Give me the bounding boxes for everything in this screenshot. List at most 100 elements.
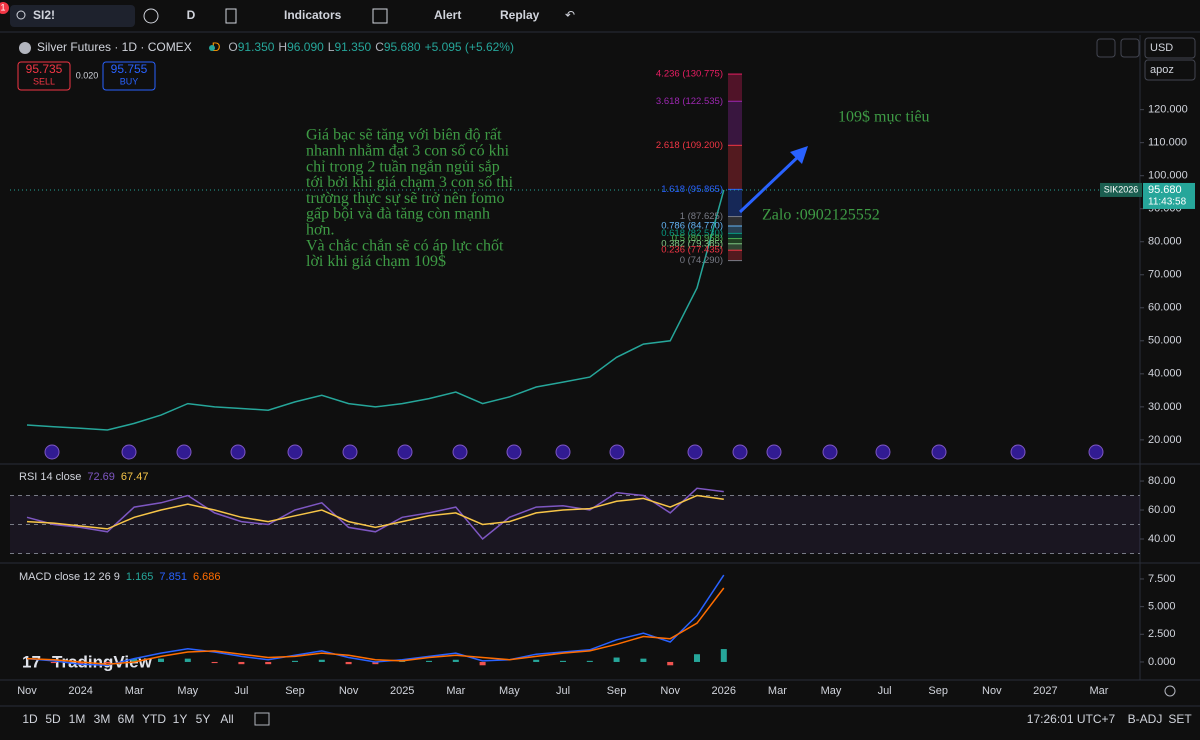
- compare-button[interactable]: [143, 8, 159, 24]
- range-button[interactable]: 1M: [69, 712, 86, 726]
- buy-button[interactable]: [102, 61, 156, 91]
- interval[interactable]: D: [187, 8, 196, 22]
- sell-label: SELL: [33, 76, 55, 86]
- event-icon: [931, 444, 947, 460]
- ohlc-key: H: [278, 40, 287, 54]
- series-line: [26, 487, 724, 541]
- currency: USD: [1150, 42, 1173, 54]
- x-tick-label: 2025: [390, 685, 414, 697]
- market-status: D: [212, 40, 221, 54]
- range-button[interactable]: YTD: [142, 712, 166, 726]
- ohlc-key: L: [328, 40, 335, 54]
- series-line: [26, 189, 725, 431]
- date-range-button[interactable]: [254, 712, 270, 726]
- note-line: Và chắc chắn sẽ có áp lực chốt: [306, 237, 504, 254]
- unit-select[interactable]: [1144, 59, 1196, 81]
- ohlc-value: 91.350: [238, 40, 275, 54]
- x-tick-label: Sep: [285, 685, 305, 697]
- event-icon: [176, 444, 192, 460]
- price-label: 95.680: [1148, 184, 1182, 196]
- legend-value: 1.165: [126, 571, 154, 583]
- buy-price: 95.755: [111, 62, 148, 76]
- y-tick-label: 60.000: [1148, 302, 1182, 314]
- histogram-bar: [720, 649, 727, 662]
- y-tick-label: 70.000: [1148, 269, 1182, 281]
- event-icon: [44, 444, 60, 460]
- arrow-head: [790, 146, 808, 164]
- event-icon: [609, 444, 625, 460]
- currency-select[interactable]: [1144, 37, 1196, 59]
- x-tick-label: 2024: [68, 685, 92, 697]
- fib-zone: [728, 243, 742, 251]
- sell-button[interactable]: [17, 61, 71, 91]
- symbol-search[interactable]: [10, 5, 135, 27]
- indicator-legend: RSI 14 close 72.69 67.47: [19, 471, 148, 483]
- symbol-label: SIK2026: [1104, 184, 1139, 194]
- session-toggle[interactable]: SET: [1168, 712, 1192, 726]
- histogram-bar: [667, 661, 674, 666]
- range-button[interactable]: 5Y: [196, 712, 211, 726]
- y-tick-label: 7.500: [1148, 573, 1176, 585]
- badge: [0, 2, 9, 14]
- y-tick-label: 80.000: [1148, 236, 1182, 248]
- fib-label: 0.236 (77.435): [661, 245, 723, 256]
- histogram-bar: [560, 660, 566, 662]
- histogram-bar: [131, 658, 138, 662]
- price-tag: [1143, 182, 1195, 209]
- alert-button[interactable]: Alert: [434, 8, 461, 22]
- arrow: [738, 153, 802, 214]
- histogram-bar: [533, 659, 540, 662]
- event-icon: [397, 444, 413, 460]
- x-tick-label: 2026: [712, 685, 736, 697]
- x-tick-label: Sep: [928, 685, 948, 697]
- x-tick-label: May: [499, 685, 520, 697]
- y-tick-label: 100.000: [1148, 170, 1188, 182]
- range-button[interactable]: 5D: [45, 712, 61, 726]
- replay-button[interactable]: Replay: [500, 8, 540, 22]
- range-button[interactable]: 1D: [22, 712, 38, 726]
- histogram-bar: [426, 660, 432, 662]
- fib-zone: [728, 101, 742, 146]
- refresh-button[interactable]: [1120, 38, 1140, 58]
- histogram-bar: [613, 657, 620, 662]
- x-tick-label: Nov: [17, 685, 37, 697]
- fib-label: 4.236 (130.775): [656, 69, 723, 80]
- settings-button[interactable]: [1164, 685, 1176, 697]
- symbol[interactable]: SI2!: [33, 8, 55, 22]
- histogram-bar: [292, 660, 298, 662]
- adjust-toggle[interactable]: B-ADJ: [1128, 712, 1163, 726]
- search-icon: [16, 10, 26, 20]
- range-button[interactable]: 3M: [94, 712, 111, 726]
- undo-button[interactable]: ↶: [565, 8, 575, 22]
- x-tick-label: Nov: [660, 685, 680, 697]
- fib-label: 0.382 (79.385): [661, 238, 723, 249]
- legend: Silver Futures · 1D · COMEX D O91.350 H96.0…: [37, 40, 514, 54]
- note-line: chỉ trong 2 tuần ngắn ngủi sắp: [306, 158, 500, 175]
- chart-type-button[interactable]: [225, 8, 237, 24]
- y-tick-label: 40.00: [1148, 533, 1176, 545]
- event-icon: [732, 444, 748, 460]
- fib-zone: [728, 216, 742, 226]
- fib-label: 2.618 (109.200): [656, 140, 723, 151]
- fib-label: 0.618 (82.530): [661, 228, 723, 239]
- event-icon: [822, 444, 838, 460]
- spread: 0.020: [76, 70, 99, 80]
- layouts-button[interactable]: [372, 8, 388, 24]
- range-button[interactable]: 6M: [118, 712, 135, 726]
- indicator-legend: MACD close 12 26 9 1.165 7.851 6.686: [19, 571, 220, 583]
- range-button[interactable]: 1Y: [173, 712, 188, 726]
- fib-zone: [728, 74, 742, 102]
- indicators-button[interactable]: Indicators: [284, 8, 342, 22]
- x-tick-label: Mar: [446, 685, 465, 697]
- fib-zone: [728, 189, 742, 217]
- rsi-band: [10, 495, 1140, 554]
- download-button[interactable]: [1096, 38, 1116, 58]
- ohlc-key: C: [375, 40, 384, 54]
- histogram-bar: [372, 661, 379, 665]
- y-tick-label: 50.000: [1148, 335, 1182, 347]
- x-tick-label: Nov: [982, 685, 1002, 697]
- event-icon: [875, 444, 891, 460]
- range-button[interactable]: All: [220, 712, 233, 726]
- legend-value: 72.69: [87, 471, 115, 483]
